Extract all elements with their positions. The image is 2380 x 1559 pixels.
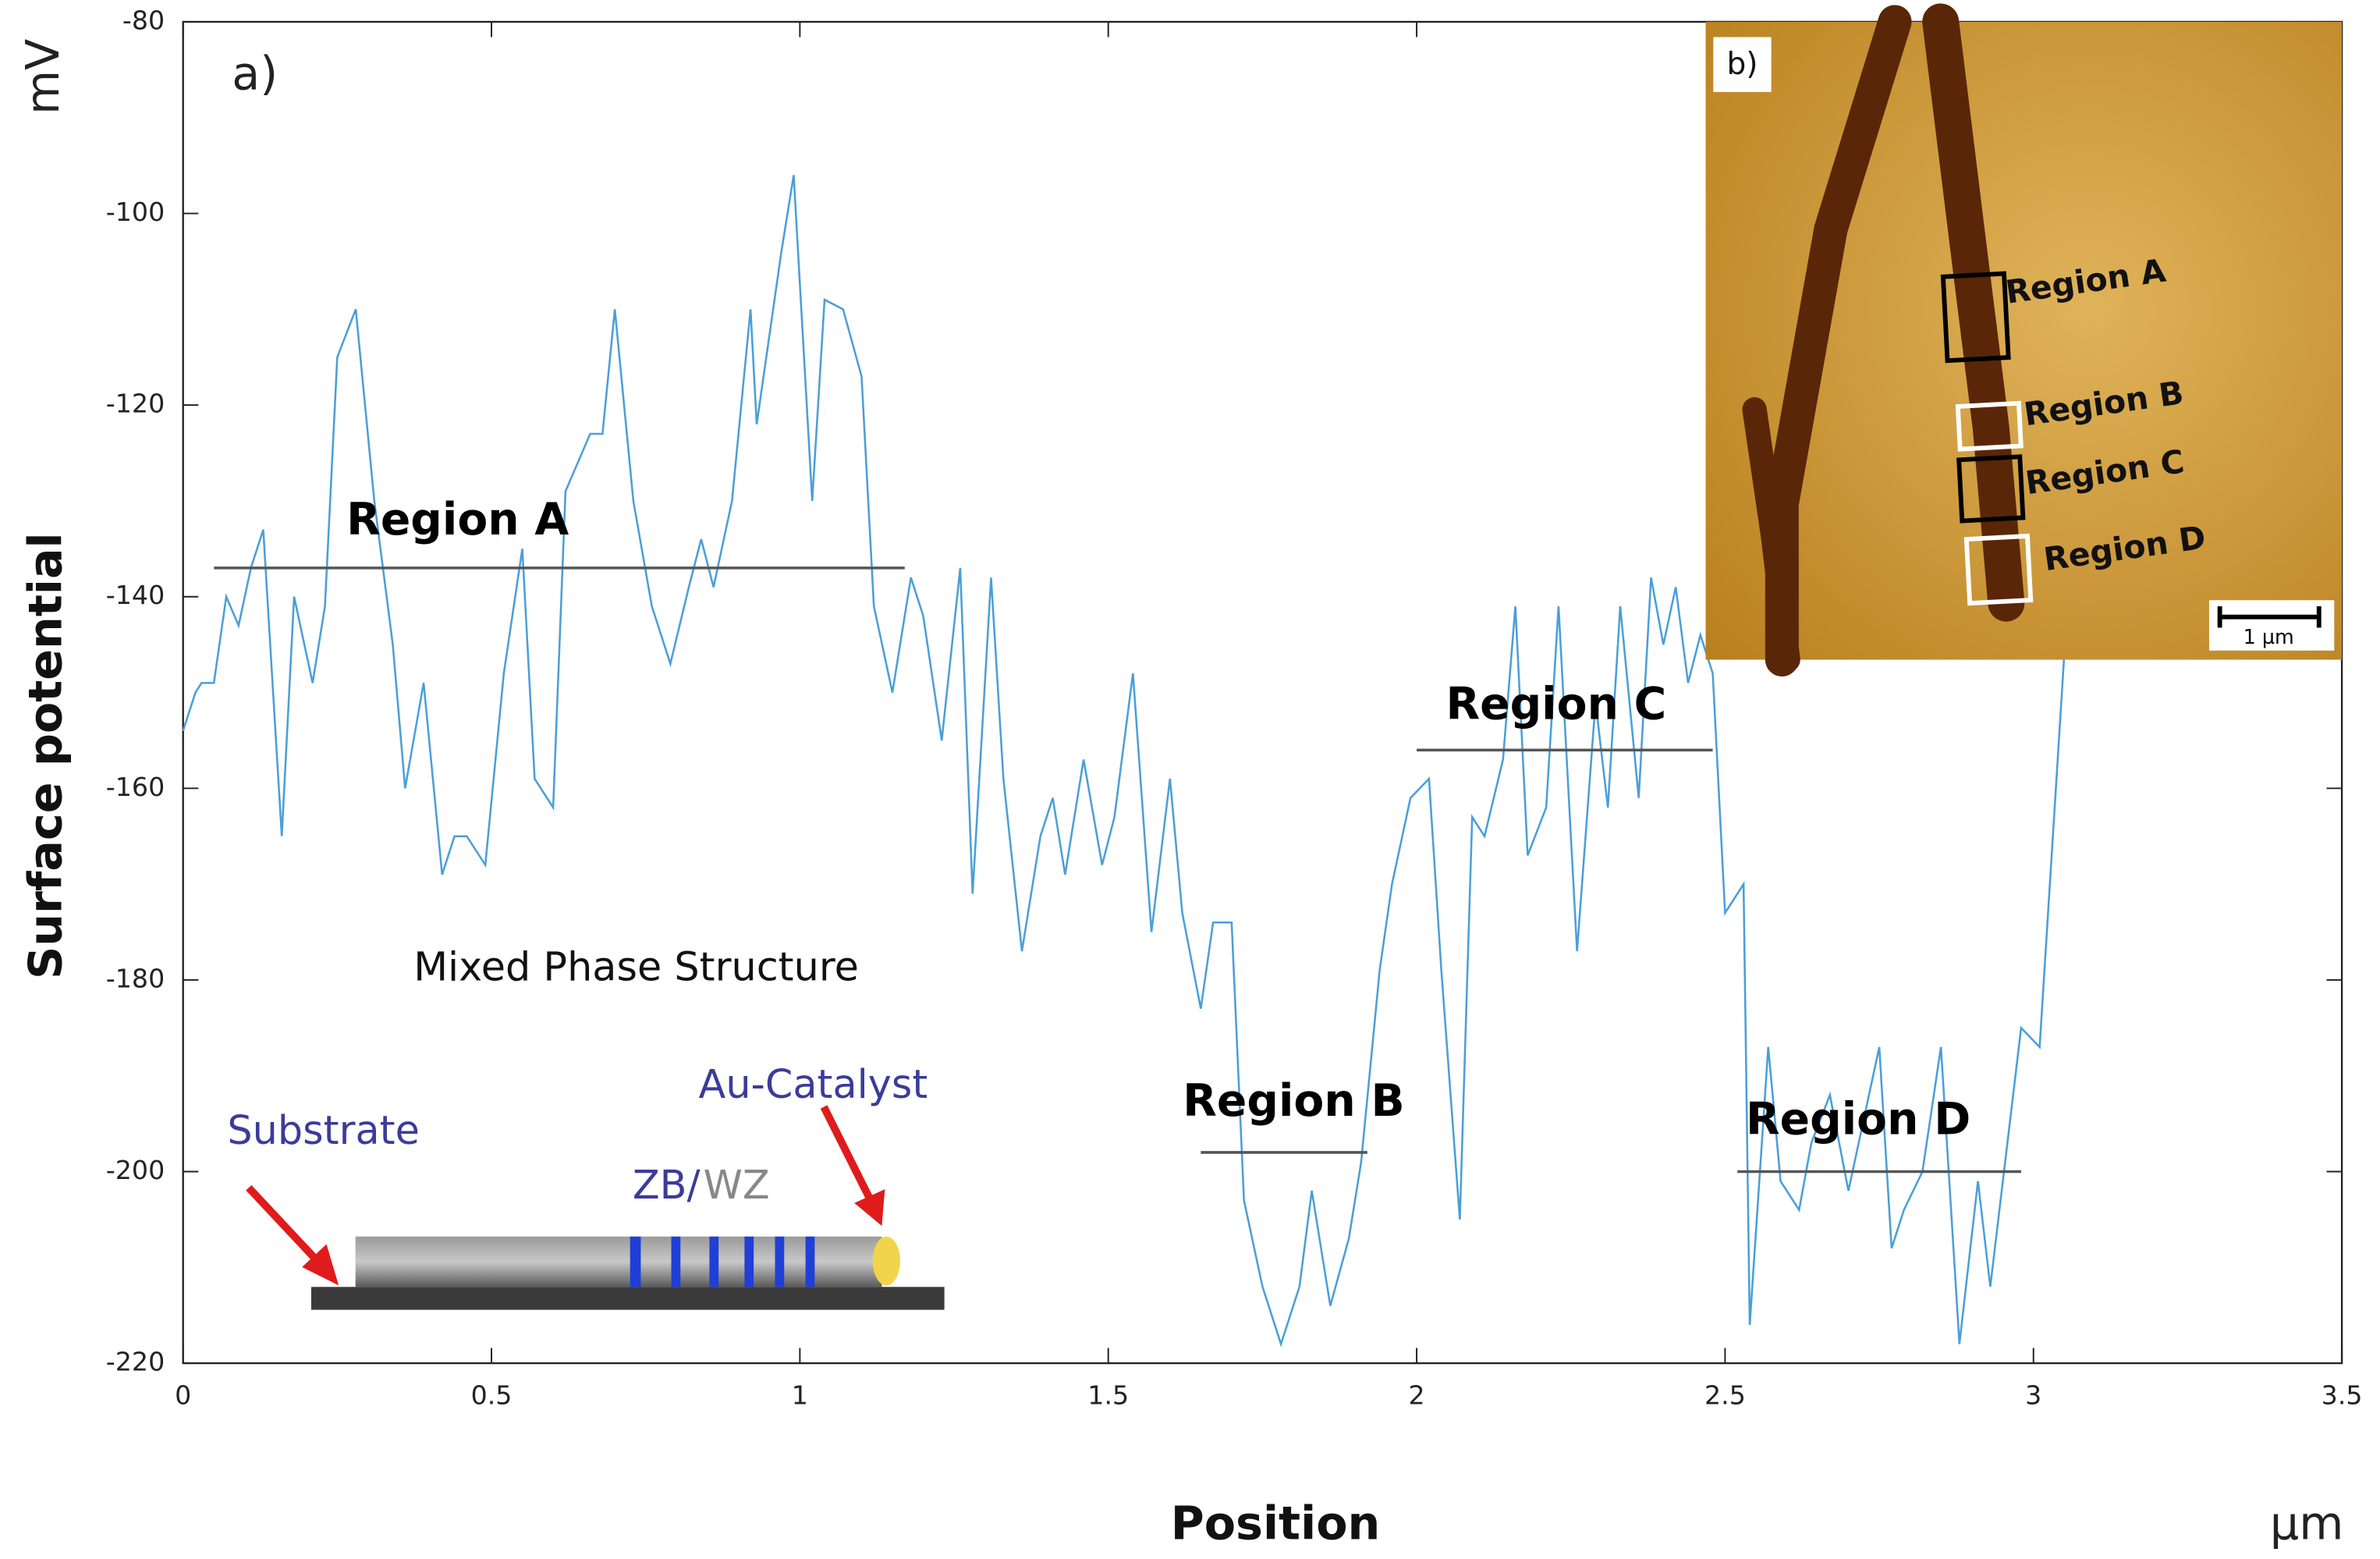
y-tick-label: -80 [122, 5, 165, 35]
schematic-title: Mixed Phase Structure [413, 943, 859, 989]
x-tick-label: 2 [1408, 1380, 1424, 1411]
substrate-shape [310, 1287, 945, 1310]
scale-bar [2217, 606, 2321, 628]
x-tick-label: 3 [2025, 1380, 2041, 1411]
data-line [182, 175, 2066, 1348]
schematic: Mixed Phase Structure Substrate Au-Catal… [227, 943, 945, 1310]
substrate-label: Substrate [227, 1107, 419, 1153]
inset-boxes [1940, 271, 2034, 606]
arrows [246, 1105, 885, 1286]
x-axis-unit: µm [2270, 1497, 2343, 1550]
region-label: Region C [1445, 679, 1666, 730]
y-axis-unit: mV [16, 39, 69, 115]
y-axis-label: Surface potential [20, 532, 73, 979]
y-tick-label: -180 [106, 963, 165, 993]
y-tick-label: -220 [106, 1347, 165, 1377]
wz-label: WZ [704, 1162, 770, 1208]
y-tick-label: -100 [106, 197, 165, 227]
y-tick-label: -120 [106, 389, 165, 419]
nanowire-traces [1742, 3, 2025, 677]
scale-bar-label: 1 µm [2243, 625, 2294, 648]
inset-label-box [1713, 37, 1772, 92]
region-label: Region B [1183, 1075, 1404, 1127]
y-tick-label: -160 [106, 772, 165, 802]
x-tick-label: 1.5 [1087, 1380, 1129, 1411]
panel-label: a) [232, 47, 278, 100]
inset-panel-label: b) [1726, 47, 1758, 82]
zb-stripes [630, 1236, 815, 1287]
x-axis-label: Position [1171, 1497, 1381, 1550]
nanowire-shape [355, 1236, 882, 1287]
zb-label: ZB/ [633, 1162, 701, 1208]
y-tick-label: -140 [106, 580, 165, 610]
x-tick-label: 1 [792, 1380, 808, 1411]
region-label: Region A [346, 494, 569, 545]
scale-bar-box [2208, 600, 2335, 651]
x-tick-label: 0.5 [471, 1380, 513, 1411]
catalyst-label: Au-Catalyst [699, 1061, 928, 1107]
x-tick-label: 3.5 [2321, 1380, 2363, 1411]
catalyst-shape [872, 1236, 900, 1286]
y-tick-label: -200 [106, 1155, 165, 1185]
x-tick-label: 0 [175, 1380, 191, 1411]
x-tick-label: 2.5 [1704, 1380, 1746, 1411]
region-label: Region D [1746, 1094, 1970, 1145]
